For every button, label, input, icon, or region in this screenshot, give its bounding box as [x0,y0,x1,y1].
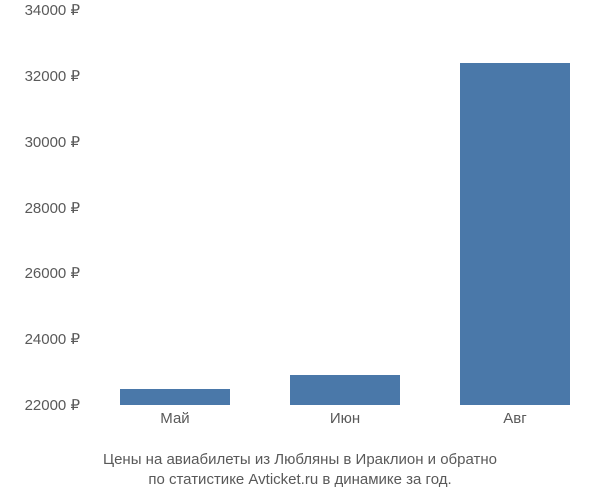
chart-caption: Цены на авиабилеты из Любляны в Ираклион… [0,450,600,491]
caption-line-2: по статистике Avticket.ru в динамике за … [148,471,451,488]
plot-area: 22000 ₽24000 ₽26000 ₽28000 ₽30000 ₽32000… [90,10,590,405]
y-axis-tick-label: 34000 ₽ [25,1,80,19]
y-axis-tick-label: 24000 ₽ [25,330,80,348]
y-axis-tick-label: 26000 ₽ [25,264,80,282]
x-axis-tick-label: Май [160,410,189,427]
y-axis-tick-label: 32000 ₽ [25,67,80,85]
bar [290,375,400,405]
bar [120,389,230,405]
y-axis-tick-label: 28000 ₽ [25,199,80,217]
x-axis-tick-label: Авг [503,410,526,427]
x-axis-tick-label: Июн [330,410,360,427]
caption-line-1: Цены на авиабилеты из Любляны в Ираклион… [103,451,497,468]
y-axis-tick-label: 30000 ₽ [25,133,80,151]
bar [460,63,570,405]
bar-chart: 22000 ₽24000 ₽26000 ₽28000 ₽30000 ₽32000… [90,10,590,430]
y-axis-tick-label: 22000 ₽ [25,396,80,414]
